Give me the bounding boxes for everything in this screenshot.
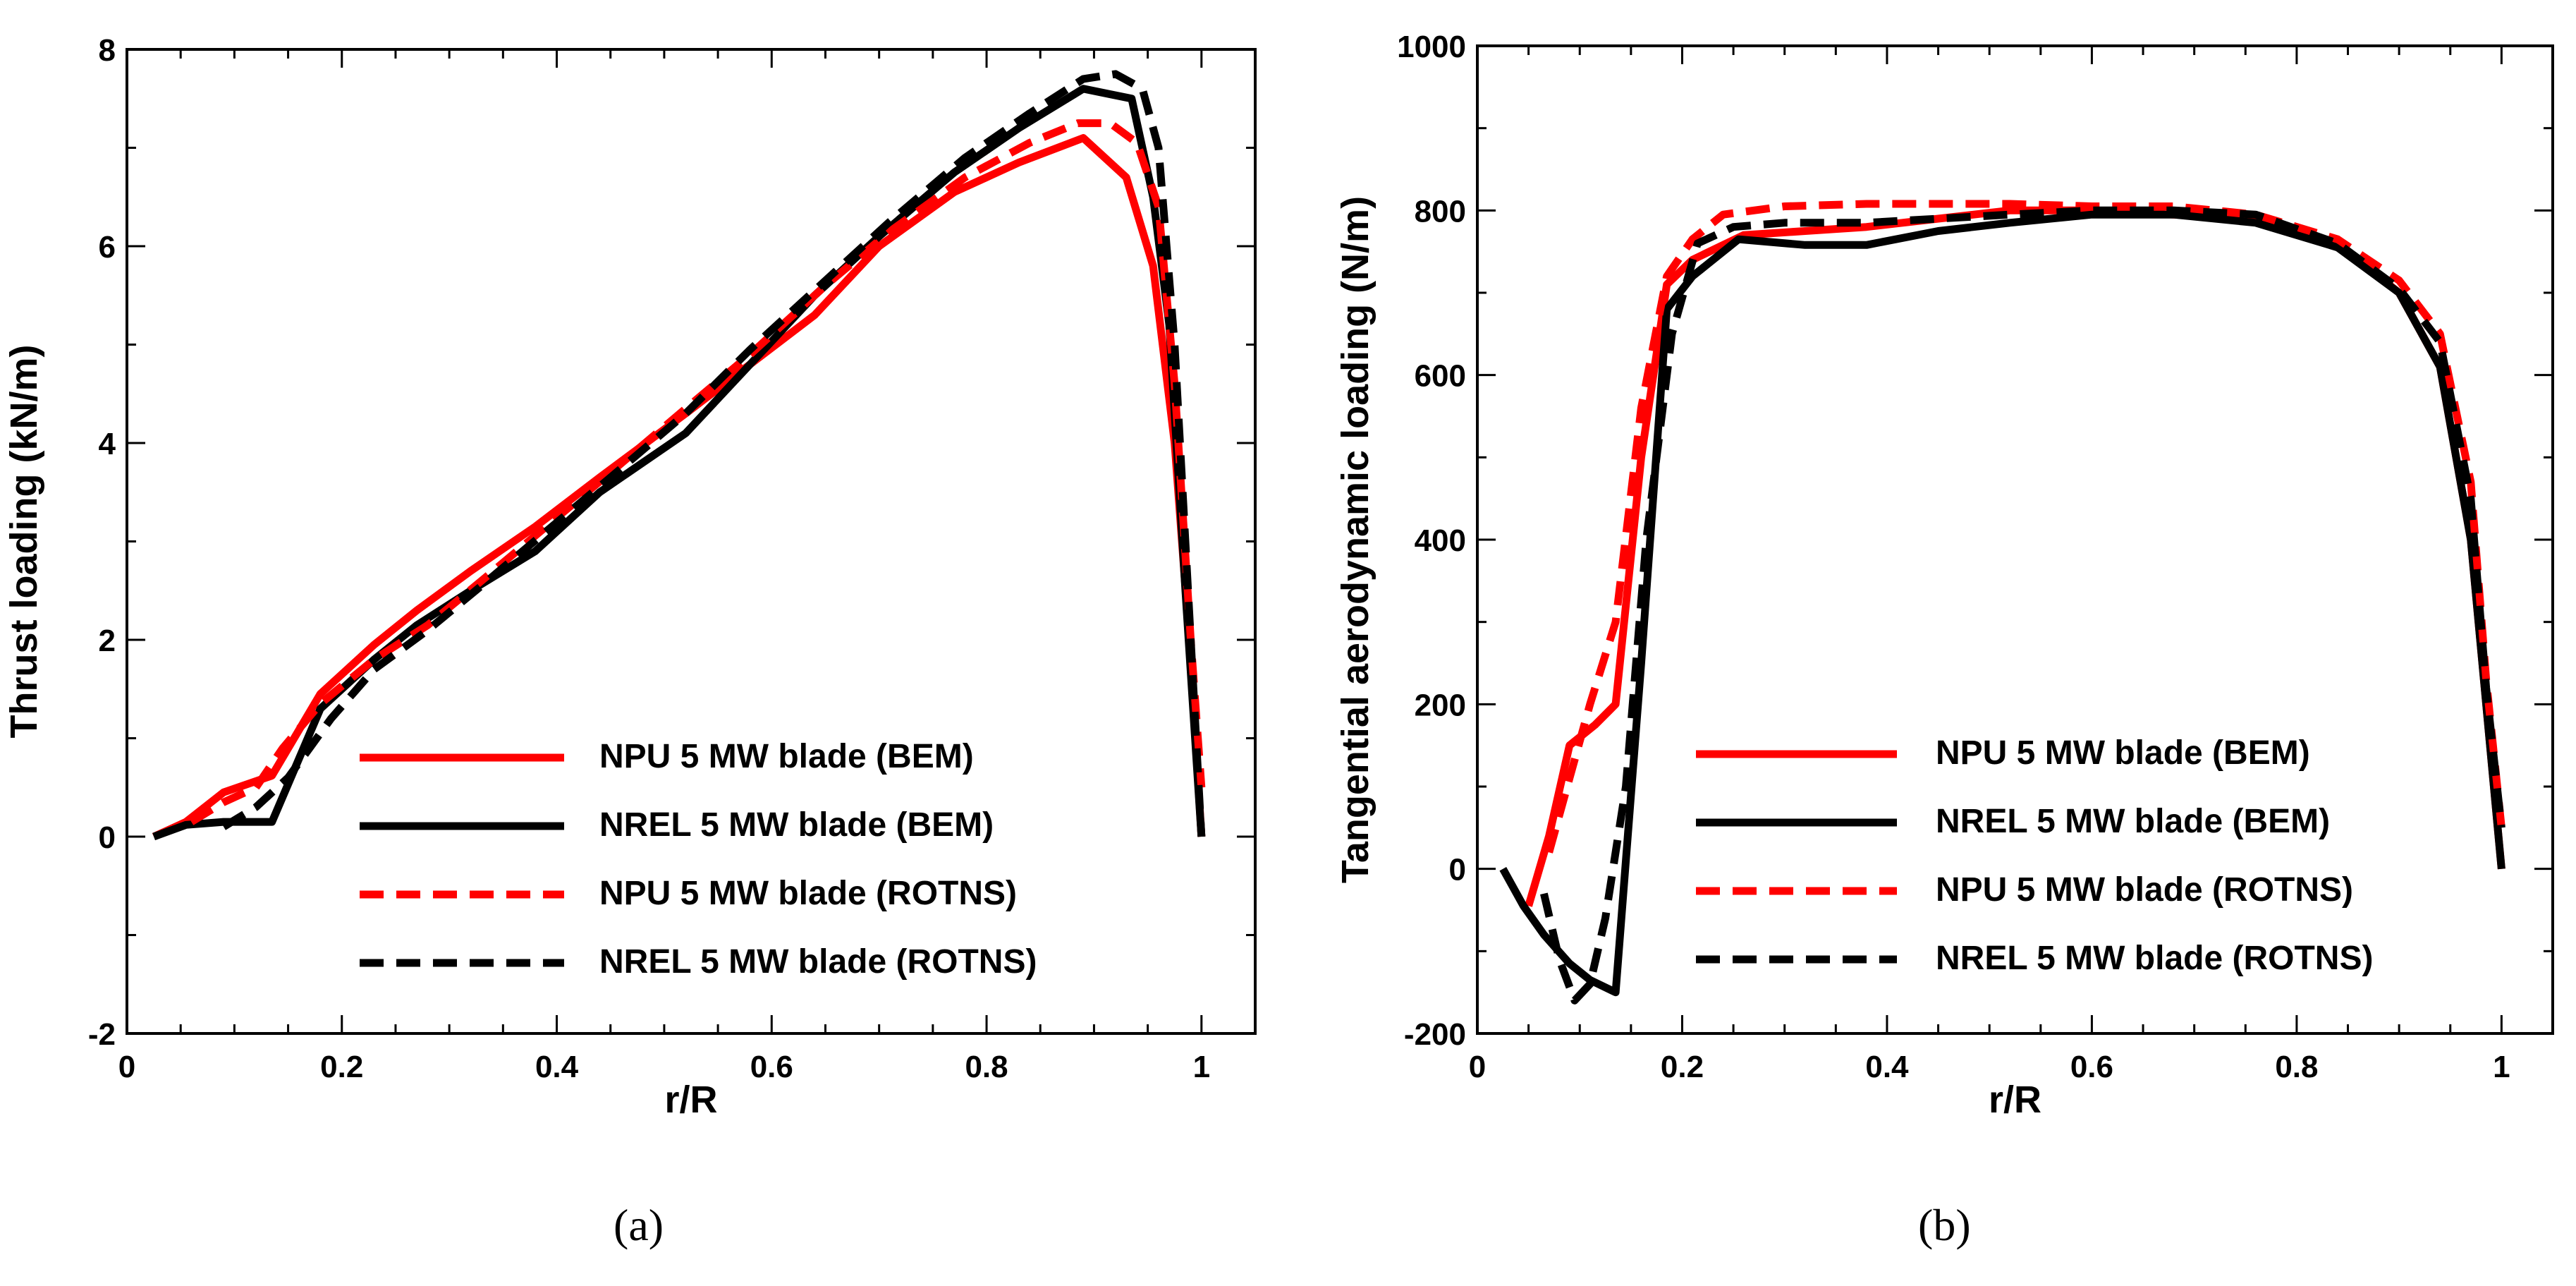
panel-b-caption: (b) bbox=[1918, 1200, 1971, 1250]
chart-panel-b: 0 0.2 0.4 0.6 0.8 1-20002004006008001000r/RTa… bbox=[1334, 30, 2554, 1121]
x-axis-label-b: r/R bbox=[1989, 1079, 2041, 1121]
x-tick-label-a: 0.2 bbox=[320, 1050, 363, 1084]
y-tick-label-a: 6 bbox=[99, 230, 116, 265]
y-tick-label-a: 2 bbox=[99, 624, 116, 658]
x-tick-label-b: 0.4 bbox=[1865, 1050, 1909, 1084]
legend-label-a-1: NPU 5 MW blade (BEM) bbox=[599, 738, 974, 775]
y-axis-label-a: Thrust loading (kN/m) bbox=[3, 345, 45, 739]
series-line-b-3 bbox=[1545, 200, 2505, 854]
legend-label-a-2: NREL 5 MW blade (BEM) bbox=[599, 806, 994, 844]
x-tick-label-b: 0.6 bbox=[2070, 1050, 2113, 1084]
x-tick-label-a: 0 bbox=[118, 1050, 135, 1084]
x-tick-label-a: 0.4 bbox=[535, 1050, 579, 1084]
x-tick-label-a: 1 bbox=[1193, 1050, 1210, 1084]
x-tick-label-a: 0.8 bbox=[965, 1050, 1008, 1084]
x-axis-label-a: r/R bbox=[664, 1079, 717, 1121]
legend-label-b-2: NREL 5 MW blade (BEM) bbox=[1936, 803, 2330, 840]
y-axis-label-b: Tangential aerodynamic loading (N/m) bbox=[1334, 196, 1376, 883]
series-line-b-4 bbox=[1540, 206, 2505, 1005]
y-tick-label-b: 800 bbox=[1415, 194, 1466, 229]
x-tick-label-b: 0.8 bbox=[2275, 1050, 2318, 1084]
y-tick-label-b: 600 bbox=[1415, 359, 1466, 394]
legend-label-b-4: NREL 5 MW blade (ROTNS) bbox=[1936, 940, 2373, 977]
y-tick-label-a: 0 bbox=[99, 820, 116, 855]
legend-label-b-1: NPU 5 MW blade (BEM) bbox=[1936, 734, 2310, 772]
y-tick-label-a: -2 bbox=[88, 1017, 116, 1052]
y-tick-label-b: 0 bbox=[1449, 853, 1466, 887]
series-line-a-1 bbox=[152, 134, 1206, 841]
legend-label-b-3: NPU 5 MW blade (ROTNS) bbox=[1936, 871, 2353, 909]
x-tick-label-b: 1 bbox=[2493, 1050, 2510, 1084]
y-tick-label-b: 200 bbox=[1415, 688, 1466, 722]
x-tick-label-a: 0.6 bbox=[750, 1050, 793, 1084]
y-tick-label-b: 1000 bbox=[1397, 30, 1466, 64]
y-tick-label-a: 4 bbox=[99, 427, 116, 461]
y-tick-label-b: -200 bbox=[1404, 1017, 1466, 1052]
series-line-a-4 bbox=[221, 70, 1206, 837]
series-line-a-2 bbox=[152, 85, 1206, 841]
panel-a-caption: (a) bbox=[614, 1200, 664, 1250]
y-tick-label-a: 8 bbox=[99, 33, 116, 68]
x-tick-label-b: 0.2 bbox=[1661, 1050, 1704, 1084]
series-line-a-3 bbox=[189, 119, 1206, 825]
series-line-b-2 bbox=[1499, 210, 2505, 997]
legend-label-a-3: NPU 5 MW blade (ROTNS) bbox=[599, 875, 1017, 912]
y-tick-label-b: 400 bbox=[1415, 523, 1466, 558]
legend-label-a-4: NREL 5 MW blade (ROTNS) bbox=[599, 943, 1037, 981]
x-tick-label-b: 0 bbox=[1469, 1050, 1486, 1084]
